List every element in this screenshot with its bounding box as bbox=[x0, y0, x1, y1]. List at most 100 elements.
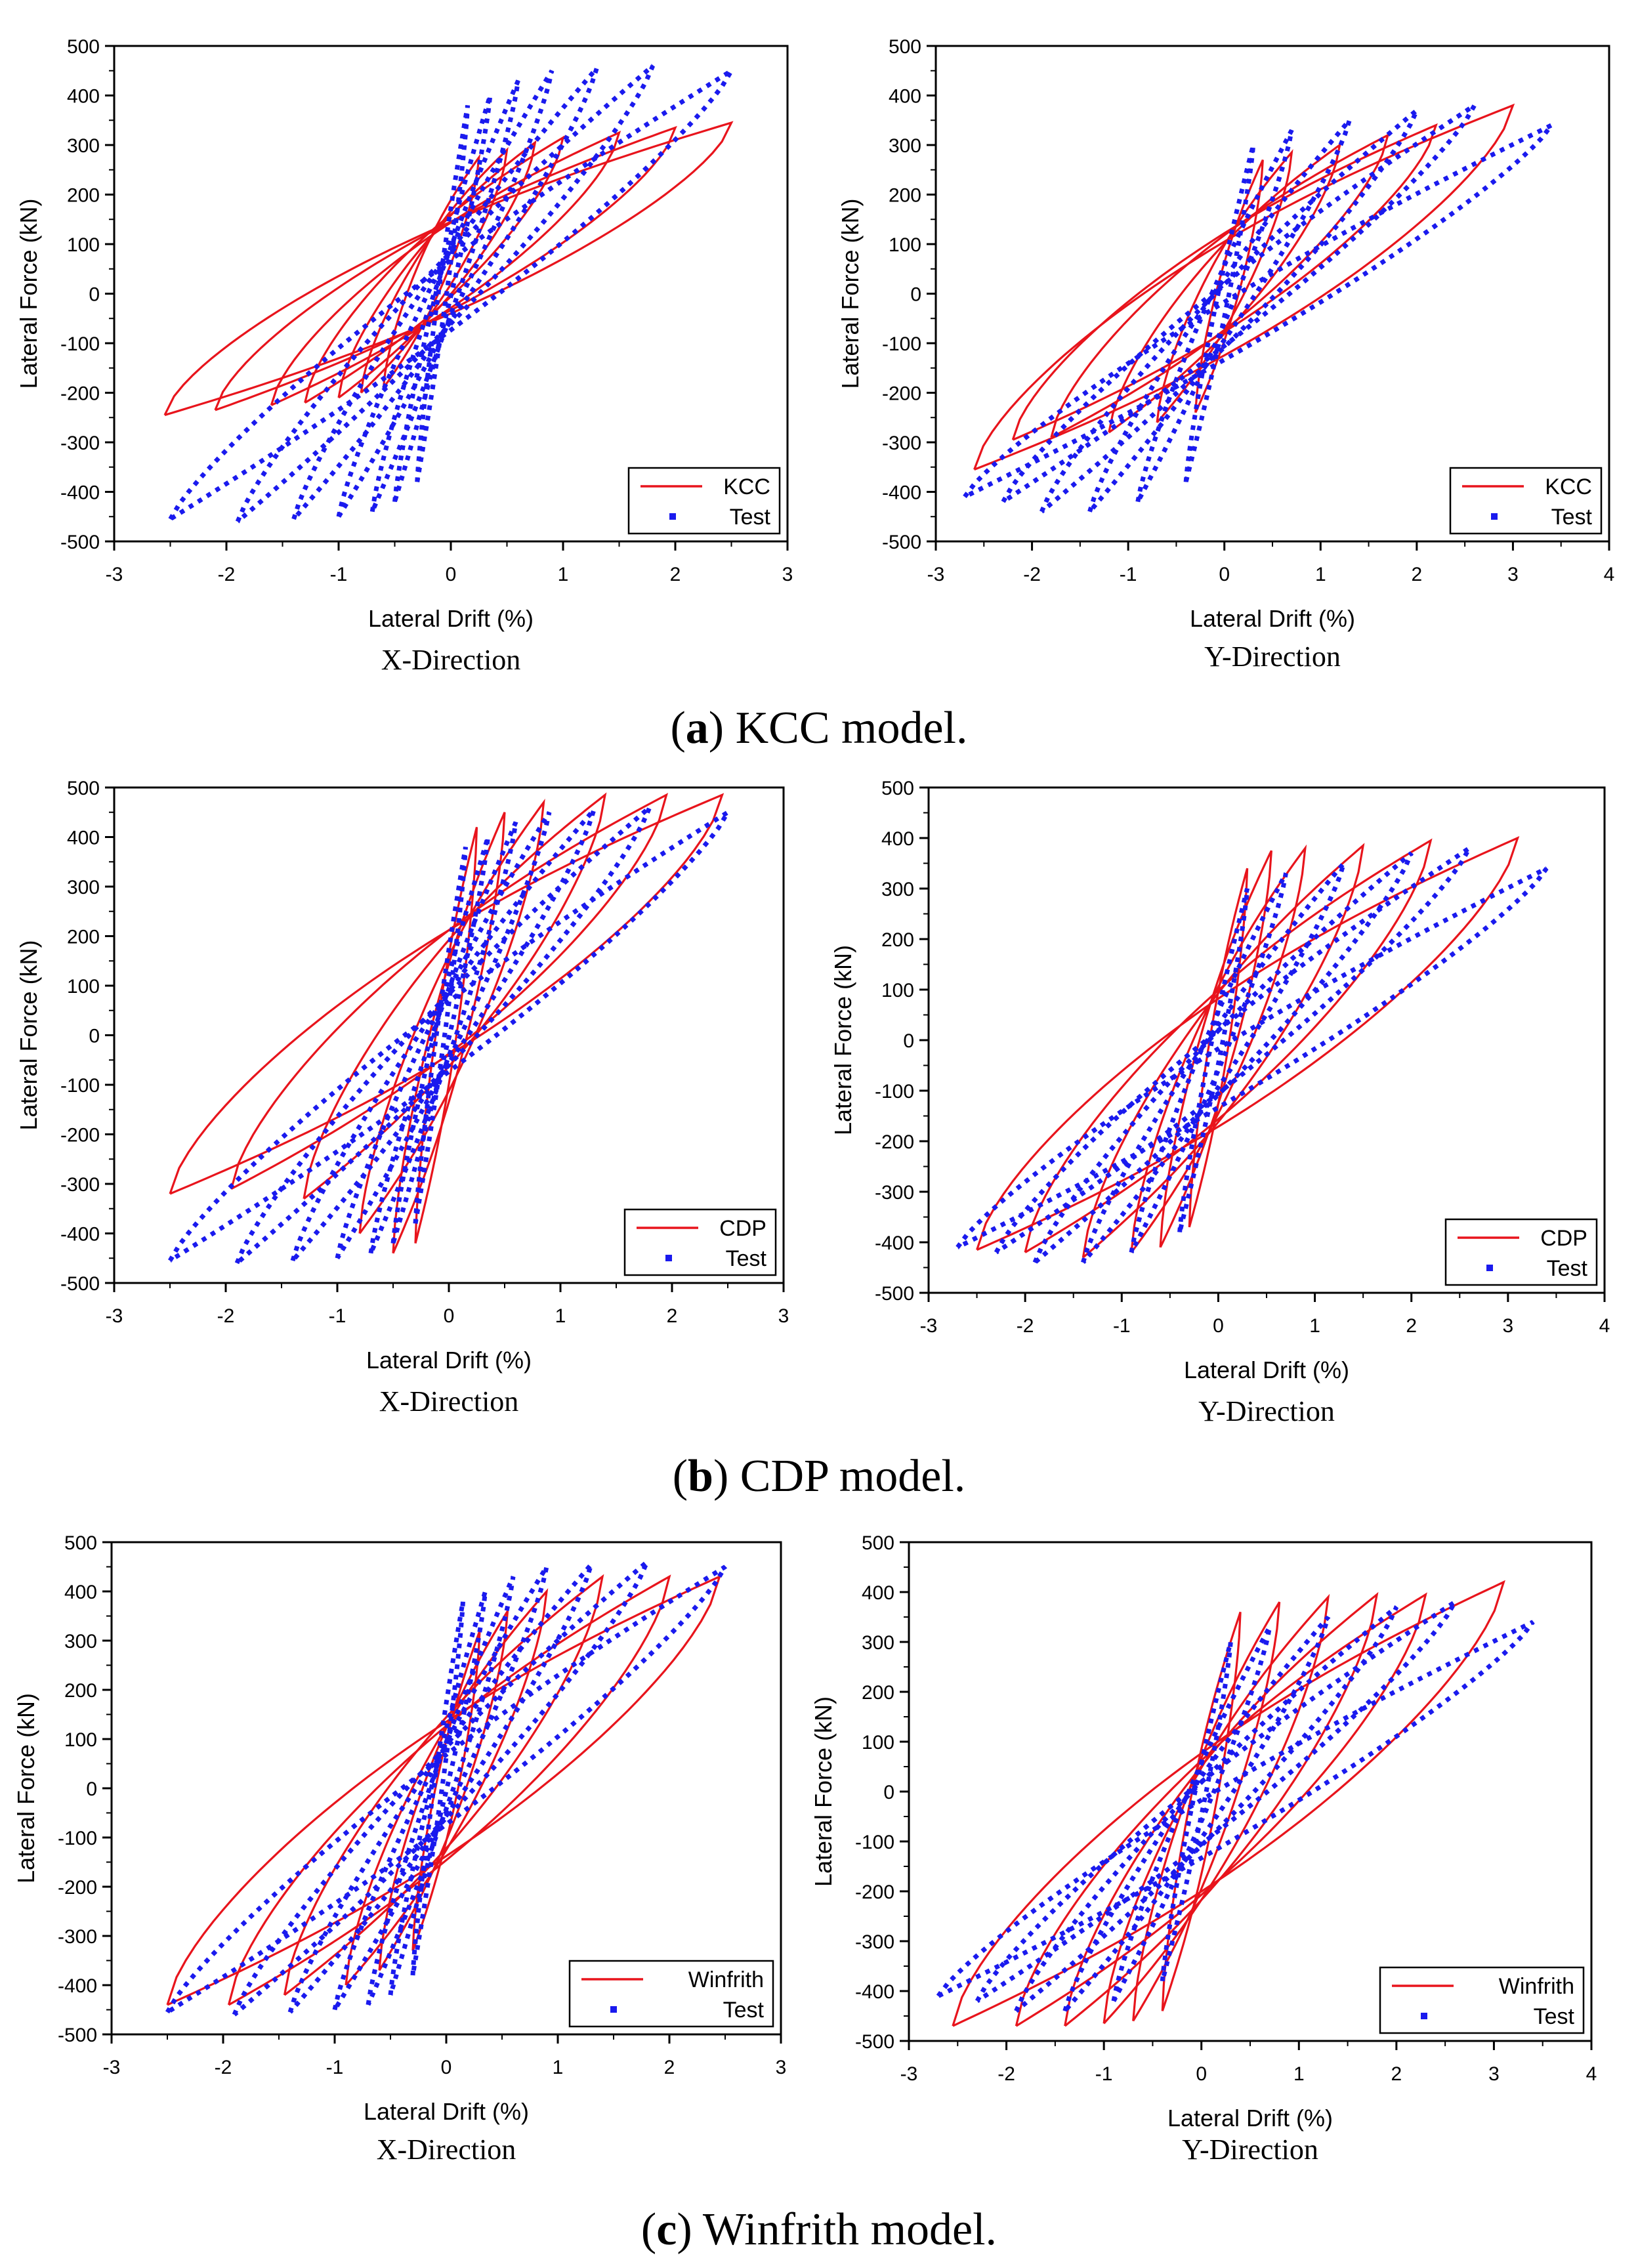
legend: CDP Test bbox=[623, 1208, 777, 1276]
y-tick-label: 200 bbox=[881, 929, 914, 951]
loop-winfrith-3 bbox=[345, 1587, 549, 1986]
panel-subtitle: Y-Direction bbox=[1182, 2133, 1318, 2166]
x-axis-label: Lateral Drift (%) bbox=[364, 2098, 529, 2125]
x-tick-label: 0 bbox=[441, 2057, 452, 2078]
y-tick-label: 300 bbox=[67, 877, 100, 898]
legend-marker-test bbox=[1421, 2013, 1427, 2019]
caption-c: (c) Winfrith model. bbox=[641, 2204, 997, 2255]
y-tick-label: 300 bbox=[67, 135, 100, 157]
chart-panel-kcc-y: -3 -2 -1 0 1 2 3 4 -500 -400 -300 -200 -100 0 100 200 30… bbox=[837, 36, 1614, 673]
chart-panel-cdp-x: -3 -2 -1 0 1 2 3 -500 -400 -300 -200 -100 0 100 200 300… bbox=[15, 778, 789, 1418]
loop-test-3 bbox=[366, 1576, 516, 2006]
x-tick-label: 3 bbox=[1488, 2063, 1500, 2085]
y-tick-label: 0 bbox=[903, 1030, 914, 1052]
y-axis-label: Lateral Force (kN) bbox=[12, 1693, 39, 1883]
y-tick-label: -100 bbox=[60, 1075, 100, 1097]
x-tick-label: 3 bbox=[1507, 564, 1519, 585]
y-tick-label: -200 bbox=[58, 1877, 97, 1899]
loop-test-6 bbox=[956, 866, 1549, 1250]
legend-label-cdp: CDP bbox=[719, 1216, 766, 1241]
x-tick-label: 2 bbox=[664, 2057, 675, 2078]
y-tick-label: 100 bbox=[64, 1729, 97, 1751]
y-tick-label: -500 bbox=[855, 2031, 894, 2053]
x-tick-label: -3 bbox=[920, 1315, 938, 1337]
x-axis-label: Lateral Drift (%) bbox=[1167, 2105, 1333, 2132]
loop-cdp-6 bbox=[976, 836, 1520, 1251]
chart-panel-kcc-x: -3 -2 -1 0 1 2 3 -500 -400 -300 -200 -100 0 100 200 300… bbox=[15, 36, 793, 676]
legend: Winfrith Test bbox=[568, 1960, 774, 2028]
x-tick-label: -2 bbox=[217, 1305, 235, 1327]
loop-cdp-2 bbox=[392, 812, 506, 1254]
loop-test-6 bbox=[234, 805, 652, 1265]
x-tick-label: -3 bbox=[106, 1305, 123, 1327]
loop-test-4 bbox=[1032, 851, 1414, 1265]
loop-test-6 bbox=[235, 64, 656, 524]
loop-test-2 bbox=[1135, 129, 1294, 503]
loop-test-2 bbox=[1129, 872, 1288, 1254]
legend-box bbox=[1449, 467, 1603, 535]
legend-label-test: Test bbox=[726, 1246, 767, 1271]
x-tick-label: 0 bbox=[1213, 1315, 1224, 1337]
x-tick-label: 2 bbox=[670, 564, 681, 585]
loop-kcc-3 bbox=[1108, 142, 1342, 434]
y-tick-label: -300 bbox=[882, 432, 921, 454]
y-tick-label: 200 bbox=[889, 185, 921, 207]
series-kcc-kcc-x bbox=[163, 121, 734, 417]
y-tick-label: -200 bbox=[60, 383, 100, 405]
y-tick-label: -100 bbox=[882, 333, 921, 355]
chart-panel-win-x: -3 -2 -1 0 1 2 3 -500 -400 -300 -200 -100 0 100 200 300… bbox=[12, 1532, 786, 2166]
loop-winfrith-4 bbox=[283, 1574, 604, 1996]
legend: KCC Test bbox=[627, 467, 781, 535]
y-tick-label: 200 bbox=[64, 1680, 97, 1702]
loop-test-1 bbox=[410, 1601, 465, 1976]
y-tick-label: 0 bbox=[89, 284, 100, 306]
x-tick-label: 4 bbox=[1599, 1315, 1610, 1337]
loop-winfrith-4 bbox=[1064, 1591, 1379, 2027]
loop-kcc-7 bbox=[163, 121, 734, 417]
x-tick-label: 1 bbox=[1309, 1315, 1320, 1337]
y-tick-label: 400 bbox=[67, 86, 100, 108]
y-tick-label: -400 bbox=[58, 1975, 97, 1997]
panel-subtitle: Y-Direction bbox=[1204, 640, 1341, 673]
x-tick-label: 0 bbox=[446, 564, 457, 585]
caption-a: (a) KCC model. bbox=[670, 703, 967, 753]
legend-label-test: Test bbox=[730, 505, 771, 530]
legend-label-winfrith: Winfrith bbox=[1499, 1974, 1574, 1999]
legend: CDP Test bbox=[1444, 1218, 1598, 1286]
loop-winfrith-2 bbox=[378, 1610, 509, 1971]
x-tick-label: -2 bbox=[1017, 1315, 1034, 1337]
x-tick-label: -3 bbox=[927, 564, 945, 585]
y-tick-label: 100 bbox=[862, 1732, 894, 1754]
x-tick-label: -1 bbox=[1120, 564, 1137, 585]
loop-kcc-6 bbox=[214, 125, 677, 411]
loop-test-7 bbox=[167, 810, 730, 1263]
panel-subtitle: X-Direction bbox=[379, 1385, 519, 1418]
y-tick-label: -200 bbox=[60, 1125, 100, 1146]
y-tick-label: -100 bbox=[875, 1081, 914, 1102]
x-tick-label: 2 bbox=[667, 1305, 678, 1327]
x-tick-label: 3 bbox=[1503, 1315, 1514, 1337]
y-tick-label: -200 bbox=[855, 1881, 894, 1903]
series-test-win-y bbox=[936, 1600, 1535, 2013]
legend-box bbox=[627, 467, 781, 535]
x-tick-label: 1 bbox=[1293, 2063, 1305, 2085]
x-tick-label: 4 bbox=[1586, 2063, 1597, 2085]
legend-box bbox=[568, 1960, 774, 2028]
y-tick-label: 100 bbox=[881, 980, 914, 1001]
y-tick-label: 0 bbox=[89, 1026, 100, 1047]
loop-kcc-4 bbox=[304, 135, 565, 404]
loop-test-4 bbox=[1014, 1605, 1399, 2013]
y-tick-label: 100 bbox=[889, 234, 921, 256]
x-tick-label: 2 bbox=[1391, 2063, 1402, 2085]
y-tick-label: -100 bbox=[58, 1828, 97, 1849]
loop-winfrith-5 bbox=[1015, 1592, 1427, 2027]
x-tick-label: 4 bbox=[1604, 564, 1615, 585]
legend-marker-test bbox=[665, 1255, 672, 1261]
y-tick-label: 400 bbox=[64, 1582, 97, 1603]
loop-kcc-3 bbox=[337, 140, 537, 399]
legend-label-kcc: KCC bbox=[723, 474, 770, 499]
chart-panel-cdp-y: -3 -2 -1 0 1 2 3 4 -500 -400 -300 -200 -100 0 100 200 30… bbox=[830, 778, 1610, 1427]
loop-test-5 bbox=[287, 1563, 594, 2014]
y-tick-label: 500 bbox=[67, 36, 100, 58]
